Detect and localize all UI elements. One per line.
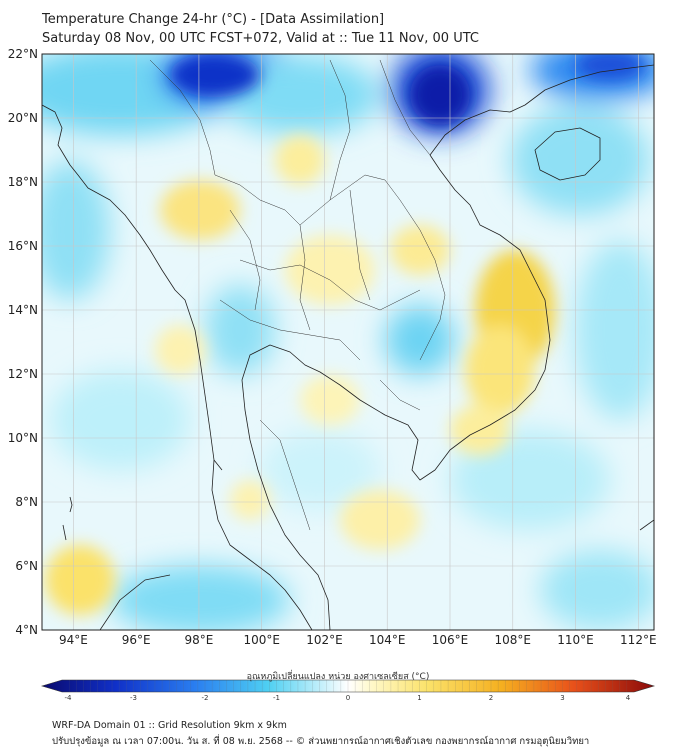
footer-credit: ปรับปรุงข้อมูล ณ เวลา 07:00น. วัน ส. ที่… [52,736,590,747]
colorbar-tick-label: -2 [202,694,209,702]
colorbar-tick-label: -1 [273,694,280,702]
lat-label: 10°N [8,431,38,445]
lat-label: 6°N [15,559,38,573]
lat-label: 4°N [15,623,38,637]
lon-label: 102°E [306,633,343,647]
lat-label: 14°N [8,303,38,317]
lon-label: 112°E [620,633,657,647]
colorbar-tick-label: -4 [65,694,73,702]
colorbar-title: อุณหภูมิเปลี่ยนแปลง หน่วย องศาเซลเซียส (… [246,672,430,682]
longitude-labels: 94°E 96°E 98°E 100°E 102°E 104°E 106°E 108°E 110… [59,633,657,647]
lat-label: 18°N [8,175,38,189]
lon-label: 106°E [432,633,469,647]
lon-label: 108°E [495,633,532,647]
lon-label: 98°E [184,633,213,647]
lon-label: 96°E [122,633,151,647]
lon-label: 110°E [557,633,594,647]
lat-label: 8°N [15,495,38,509]
lat-label: 22°N [8,47,38,61]
colorbar-tick-label: 2 [489,694,493,702]
map-gridlines [42,54,654,630]
lat-label: 12°N [8,367,38,381]
colorbar: -4 -3 -2 -1 0 1 2 3 4 [40,679,656,702]
colorbar-tick-label: 3 [560,694,564,702]
map-title: Temperature Change 24-hr (°C) - [Data As… [42,12,385,27]
lon-label: 100°E [243,633,280,647]
lat-label: 16°N [8,239,38,253]
latitude-labels: 22°N 20°N 18°N 16°N 14°N 12°N 10°N 8°N 6°N 4°N [8,47,38,637]
map-frame [41,53,655,631]
colorbar-ticks: -4 -3 -2 -1 0 1 2 3 4 [65,694,631,702]
lat-label: 20°N [8,111,38,125]
footer-model-info: WRF-DA Domain 01 :: Grid Resolution 9km … [52,720,287,731]
lon-label: 94°E [59,633,88,647]
colorbar-tick-label: -3 [130,694,137,702]
temperature-field [42,54,654,630]
colorbar-tick-label: 0 [346,694,350,702]
colorbar-tick-label: 1 [417,694,421,702]
lon-label: 104°E [369,633,406,647]
coastlines [42,64,654,630]
admin-borders [149,59,446,531]
map-subtitle: Saturday 08 Nov, 00 UTC FCST+072, Valid … [42,31,479,46]
colorbar-tick-label: 4 [626,694,631,702]
